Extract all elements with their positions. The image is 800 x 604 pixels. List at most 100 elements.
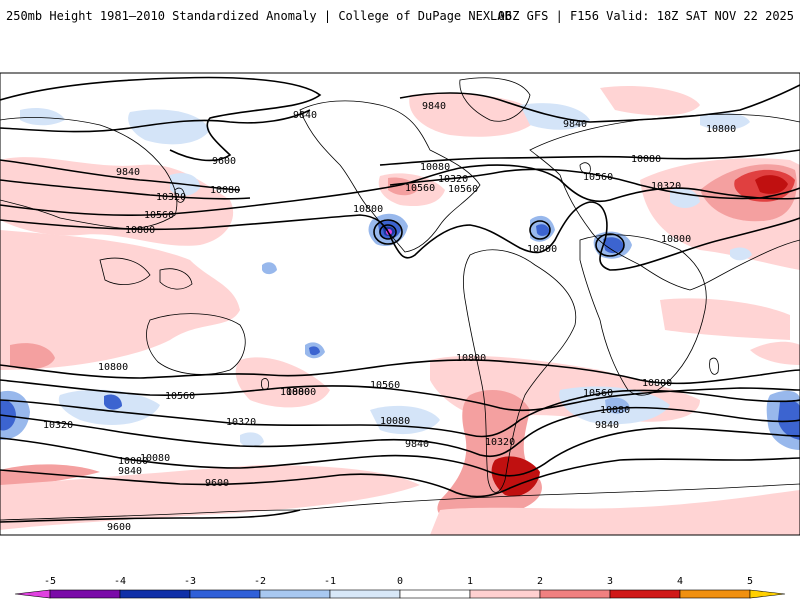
legend-tick-labels: -5 -4 -3 -2 -1 0 1 2 3 4 5 bbox=[44, 576, 753, 587]
contour-label: 10800 bbox=[286, 387, 316, 398]
anomaly-negative-region bbox=[240, 432, 264, 448]
anomaly-negative-region bbox=[20, 108, 65, 126]
contour-label: 10320 bbox=[226, 417, 256, 428]
contour-label: 10560 bbox=[405, 183, 435, 194]
anomaly-positive-region bbox=[0, 230, 240, 370]
contour-label: 10320 bbox=[156, 192, 186, 203]
contour-label: 10800 bbox=[706, 124, 736, 135]
anomaly-negative-region bbox=[0, 399, 16, 431]
contour-closed-low bbox=[529, 220, 551, 240]
legend-segment bbox=[399, 589, 471, 599]
legend-tick-label: -4 bbox=[114, 576, 126, 587]
contour-label: 10800 bbox=[642, 378, 672, 389]
continent-antarctica bbox=[0, 509, 301, 521]
legend-segment bbox=[49, 589, 121, 599]
contour-label: 10800 bbox=[98, 362, 128, 373]
anomaly-positive-region bbox=[600, 85, 700, 116]
anomaly-positive-region bbox=[755, 175, 788, 194]
product-title: 250mb Height 1981–2010 Standardized Anom… bbox=[6, 9, 512, 23]
contour-label: 10800 bbox=[527, 244, 557, 255]
contour-label: 10080 bbox=[420, 162, 450, 173]
islands-southeast-asia bbox=[99, 257, 151, 285]
legend-segment bbox=[14, 589, 51, 599]
contour-label: 10560 bbox=[448, 184, 478, 195]
contour-label: 10080 bbox=[140, 453, 170, 464]
anomaly-negative-region bbox=[603, 237, 624, 254]
contour-label: 9840 bbox=[405, 439, 429, 450]
contour-label: 9840 bbox=[118, 466, 142, 477]
anomaly-negative-region bbox=[536, 224, 550, 236]
contour-label: 10320 bbox=[651, 181, 681, 192]
contour-closed-low bbox=[379, 224, 397, 240]
anomaly-positive-region bbox=[0, 465, 420, 530]
legend-colorbar: -5 -4 -3 -2 -1 0 1 2 3 4 5 bbox=[14, 576, 786, 599]
contour-label: 9840 bbox=[563, 119, 587, 130]
contour-label: 10080 bbox=[118, 456, 148, 467]
contour-10320 bbox=[0, 389, 800, 438]
contour-label: 10560 bbox=[370, 380, 400, 391]
contour-label: 10320 bbox=[438, 174, 468, 185]
legend-tick-label: 2 bbox=[537, 576, 543, 587]
anomaly-negative-region bbox=[128, 109, 210, 145]
anomaly-positive-region bbox=[409, 93, 540, 137]
anomaly-positive-region bbox=[235, 357, 330, 408]
contour-10800 bbox=[0, 359, 800, 385]
legend-tick-label: 0 bbox=[397, 576, 403, 587]
contour-label: 10080 bbox=[631, 154, 661, 165]
legend-segment bbox=[189, 589, 261, 599]
contour-label: 10800 bbox=[280, 387, 310, 398]
legend-segment bbox=[469, 589, 541, 599]
map-border bbox=[0, 72, 800, 536]
map-canvas: 9840 9600 9840 10080 10320 10560 10800 9… bbox=[0, 72, 800, 536]
anomaly-legend: -5 -4 -3 -2 -1 0 1 2 3 4 5 bbox=[0, 570, 800, 600]
contour-label: 9600 bbox=[205, 478, 229, 489]
legend-segment bbox=[609, 589, 681, 599]
anomaly-negative-region bbox=[309, 346, 320, 356]
continent-greenland bbox=[459, 77, 531, 122]
world-map: 9840 9600 9840 10080 10320 10560 10800 9… bbox=[0, 40, 800, 580]
contour-9840 bbox=[0, 109, 311, 133]
legend-segment bbox=[259, 589, 331, 599]
islands-british bbox=[579, 162, 591, 174]
anomaly-positive-region bbox=[10, 343, 55, 370]
contour-10080 bbox=[0, 159, 241, 191]
contour-label: 9840 bbox=[422, 101, 446, 112]
legend-segment bbox=[679, 589, 751, 599]
legend-tick-label: -5 bbox=[44, 576, 56, 587]
continent-australia bbox=[146, 313, 246, 375]
contour-9600 bbox=[0, 76, 322, 162]
contour-label: 9600 bbox=[107, 522, 131, 533]
contour-label: 10800 bbox=[125, 225, 155, 236]
contour-label: 10800 bbox=[353, 204, 383, 215]
run-valid-time: 06Z GFS | F156 Valid: 18Z SAT NOV 22 202… bbox=[497, 9, 794, 23]
contour-closed-low bbox=[595, 233, 625, 257]
continent-new-zealand bbox=[261, 378, 269, 390]
legend-color-segments bbox=[14, 589, 786, 599]
contour-10560 bbox=[0, 379, 800, 412]
contour-10080 bbox=[0, 406, 800, 457]
legend-segment bbox=[749, 589, 786, 599]
anomaly-negative-region bbox=[104, 394, 122, 410]
contour-9840 bbox=[0, 427, 800, 477]
contour-label: 9840 bbox=[293, 110, 317, 121]
contour-label: 10080 bbox=[600, 405, 630, 416]
map-header: 250mb Height 1981–2010 Standardized Anom… bbox=[0, 0, 800, 40]
legend-segment bbox=[539, 589, 611, 599]
anomaly-positive-region bbox=[660, 298, 790, 340]
contour-label: 9600 bbox=[212, 156, 236, 167]
contour-label: 10560 bbox=[144, 210, 174, 221]
contour-label: 10320 bbox=[485, 437, 515, 448]
contour-label: 9840 bbox=[595, 420, 619, 431]
contour-label: 10080 bbox=[210, 185, 240, 196]
anomaly-positive-region bbox=[750, 341, 800, 365]
contour-10560 bbox=[0, 164, 800, 217]
anomaly-negative-region bbox=[778, 400, 800, 440]
contour-label: 10320 bbox=[43, 420, 73, 431]
anomaly-positive-region bbox=[0, 464, 100, 488]
legend-tick-label: 1 bbox=[467, 576, 473, 587]
contour-10320 bbox=[0, 179, 251, 200]
contour-10800 bbox=[0, 201, 800, 271]
island-madagascar bbox=[709, 357, 719, 375]
continent-asia-west bbox=[0, 117, 178, 229]
legend-segment bbox=[119, 589, 191, 599]
